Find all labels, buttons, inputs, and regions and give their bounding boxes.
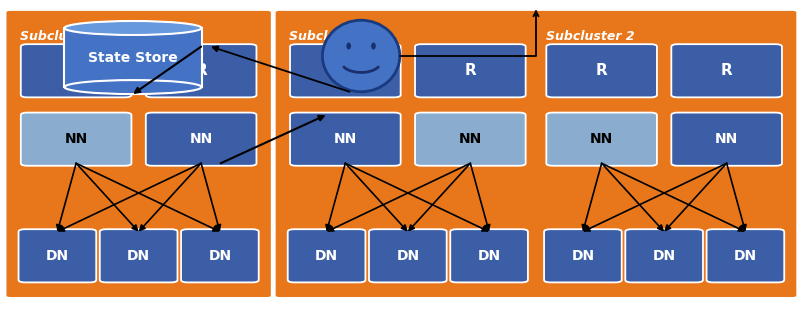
Text: NN: NN <box>334 132 357 146</box>
Ellipse shape <box>64 80 202 94</box>
FancyBboxPatch shape <box>707 229 784 282</box>
FancyBboxPatch shape <box>21 113 131 166</box>
Text: R: R <box>721 63 733 78</box>
Text: DN: DN <box>477 249 501 263</box>
FancyBboxPatch shape <box>532 11 796 297</box>
FancyBboxPatch shape <box>276 11 540 297</box>
Text: R: R <box>339 63 351 78</box>
Ellipse shape <box>347 43 351 49</box>
FancyBboxPatch shape <box>21 44 131 97</box>
Text: DN: DN <box>208 249 231 263</box>
Text: DN: DN <box>46 249 69 263</box>
Text: Subcluster 0: Subcluster 0 <box>20 30 109 43</box>
FancyBboxPatch shape <box>451 229 528 282</box>
Text: DN: DN <box>733 249 757 263</box>
Text: Subcluster 2: Subcluster 2 <box>546 30 634 43</box>
FancyBboxPatch shape <box>19 229 96 282</box>
FancyBboxPatch shape <box>671 113 782 166</box>
Text: NN: NN <box>459 132 482 146</box>
FancyBboxPatch shape <box>544 229 621 282</box>
Text: NN: NN <box>189 132 213 146</box>
Text: DN: DN <box>653 249 675 263</box>
Text: Subcluster 1: Subcluster 1 <box>289 30 378 43</box>
Polygon shape <box>64 28 202 87</box>
FancyBboxPatch shape <box>369 229 447 282</box>
Text: State Store: State Store <box>88 50 178 65</box>
Text: DN: DN <box>571 249 595 263</box>
Text: NN: NN <box>590 132 613 146</box>
Text: DN: DN <box>397 249 419 263</box>
FancyBboxPatch shape <box>290 113 401 166</box>
FancyBboxPatch shape <box>671 44 782 97</box>
FancyBboxPatch shape <box>546 113 657 166</box>
Text: R: R <box>464 63 476 78</box>
FancyBboxPatch shape <box>415 113 526 166</box>
FancyBboxPatch shape <box>625 229 703 282</box>
FancyBboxPatch shape <box>288 229 365 282</box>
FancyBboxPatch shape <box>181 229 259 282</box>
FancyBboxPatch shape <box>100 229 177 282</box>
Text: DN: DN <box>127 249 150 263</box>
Text: R: R <box>596 63 608 78</box>
Ellipse shape <box>322 20 400 92</box>
Text: R: R <box>195 63 207 78</box>
FancyBboxPatch shape <box>546 44 657 97</box>
Text: DN: DN <box>315 249 339 263</box>
Ellipse shape <box>64 21 202 35</box>
Text: NN: NN <box>64 132 88 146</box>
FancyBboxPatch shape <box>415 44 526 97</box>
Ellipse shape <box>371 43 376 49</box>
FancyBboxPatch shape <box>146 113 256 166</box>
FancyBboxPatch shape <box>6 11 271 297</box>
FancyBboxPatch shape <box>290 44 401 97</box>
Text: R: R <box>70 63 82 78</box>
Text: NN: NN <box>715 132 738 146</box>
FancyBboxPatch shape <box>146 44 256 97</box>
